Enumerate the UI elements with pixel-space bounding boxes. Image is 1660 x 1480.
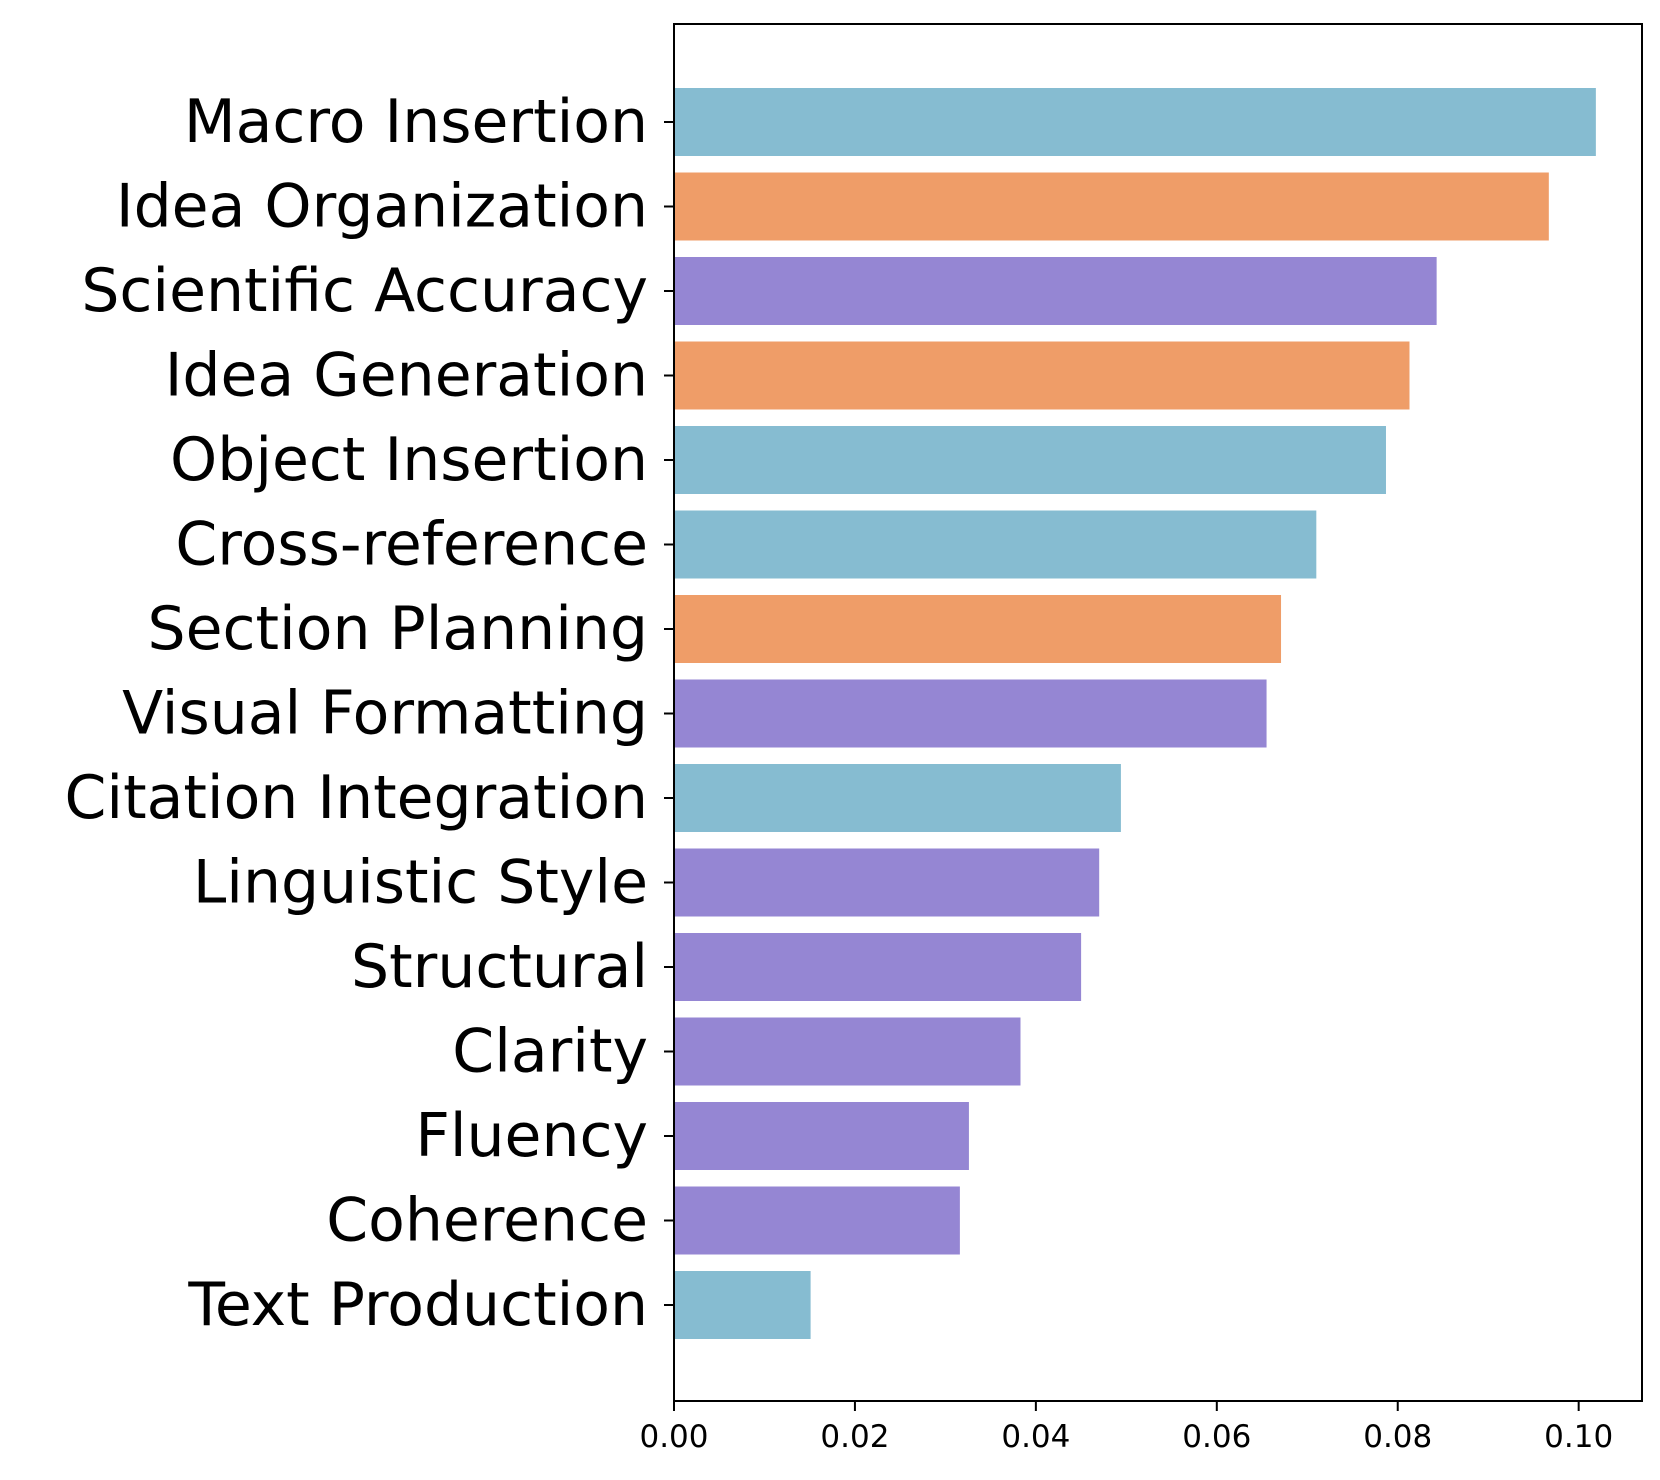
category-label-idea-generation: Idea Generation: [165, 341, 648, 411]
category-label-text-production: Text Production: [187, 1270, 648, 1340]
category-label-section-planning: Section Planning: [148, 594, 648, 664]
bar-clarity: [675, 1017, 1021, 1086]
bar-cross-reference: [675, 510, 1317, 579]
bar-structural: [675, 933, 1082, 1001]
category-label-scientific-accuracy: Scientific Accuracy: [81, 256, 648, 326]
bar-visual-formatting: [675, 679, 1267, 748]
plot-frame: [673, 23, 1643, 1402]
bar-object-insertion: [675, 426, 1386, 494]
category-label-coherence: Coherence: [326, 1186, 648, 1256]
x-tick-label: 0.00: [639, 1419, 708, 1455]
category-label-visual-formatting: Visual Formatting: [122, 679, 648, 749]
bar-macro-insertion: [675, 88, 1596, 156]
bar-coherence: [675, 1186, 960, 1255]
bar-scientific-accuracy: [675, 257, 1437, 325]
bar-section-planning: [675, 595, 1282, 663]
x-tick-label: 0.06: [1182, 1419, 1251, 1455]
bar-idea-organization: [675, 172, 1549, 241]
category-label-object-insertion: Object Insertion: [170, 425, 648, 495]
bar-fluency: [675, 1102, 969, 1170]
bar-citation-integration: [675, 764, 1121, 832]
bar-idea-generation: [675, 341, 1410, 410]
category-label-clarity: Clarity: [452, 1017, 648, 1087]
category-label-structural: Structural: [351, 932, 648, 1002]
category-label-cross-reference: Cross-reference: [175, 510, 648, 580]
bars-group: [675, 88, 1596, 1339]
bar-linguistic-style: [675, 848, 1100, 917]
category-label-linguistic-style: Linguistic Style: [193, 848, 648, 918]
category-label-fluency: Fluency: [415, 1101, 648, 1171]
bar-text-production: [675, 1271, 811, 1339]
x-tick-label: 0.04: [1001, 1419, 1070, 1455]
category-label-idea-organization: Idea Organization: [116, 172, 648, 242]
x-tick-label: 0.02: [820, 1419, 889, 1455]
category-label-citation-integration: Citation Integration: [65, 763, 648, 833]
x-axis-ticks: 0.00 0.02 0.04 0.06 0.08 0.10: [639, 1401, 1613, 1455]
y-tick-marks: [664, 121, 674, 1306]
category-label-macro-insertion: Macro Insertion: [184, 87, 648, 157]
x-tick-label: 0.08: [1363, 1419, 1432, 1455]
x-tick-label: 0.10: [1544, 1419, 1613, 1455]
category-labels: Macro Insertion Idea Organization Scientif…: [65, 87, 648, 1340]
